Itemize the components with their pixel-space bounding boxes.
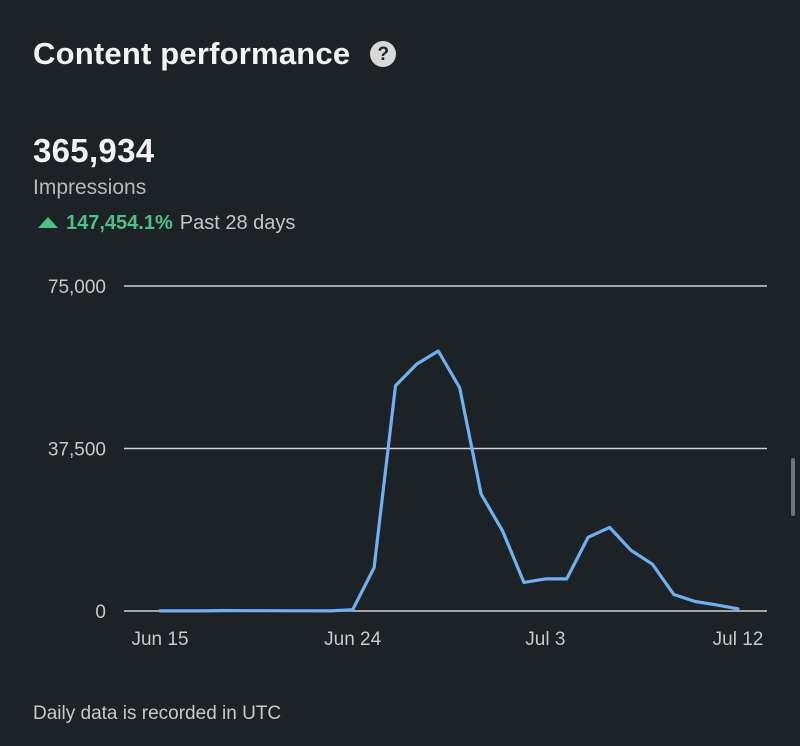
- x-tick-label: Jul 3: [525, 629, 565, 650]
- page-title: Content performance: [33, 36, 351, 71]
- impressions-line-chart: 0 37,500 75,000 Jun 15 Jun 24 Jul 3 Jul 12: [48, 277, 767, 650]
- arrow-up-icon: [38, 217, 58, 228]
- change-period: Past 28 days: [179, 212, 296, 234]
- metric-label: Impressions: [33, 176, 147, 199]
- change-value: 147,454.1%: [66, 212, 173, 234]
- change-indicator: 147,454.1% Past 28 days: [38, 212, 295, 235]
- y-tick-label: 0: [95, 602, 106, 623]
- y-tick-label: 37,500: [48, 440, 106, 461]
- series-line: [158, 349, 740, 613]
- x-tick-label: Jul 12: [713, 629, 764, 650]
- footer-note: Daily data is recorded in UTC: [33, 703, 282, 724]
- header: Content performance ?: [33, 36, 397, 72]
- x-tick-label: Jun 15: [131, 629, 188, 650]
- metric-value: 365,934: [33, 132, 155, 169]
- scrollbar[interactable]: [791, 458, 795, 516]
- x-tick-label: Jun 24: [324, 629, 381, 650]
- help-icon[interactable]: ?: [370, 41, 397, 67]
- y-tick-label: 75,000: [48, 277, 106, 298]
